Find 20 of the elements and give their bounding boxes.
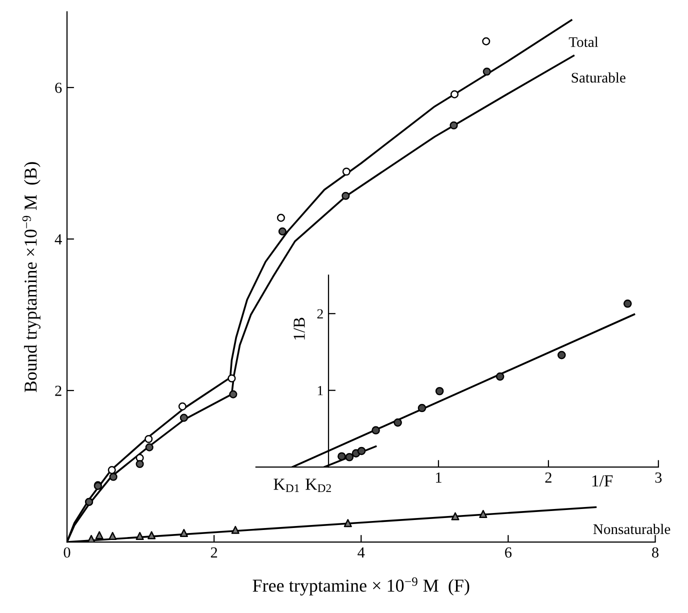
annotation: K$_{D2}$ (306, 478, 331, 492)
x-tick-label: 2 (210, 547, 218, 558)
x-tick-label: 2 (545, 472, 552, 483)
y-tick-label: 6 (55, 82, 62, 93)
x-tick-label: 0 (64, 547, 70, 558)
x-axis-title: Free tryptamine × 10$^{−9}$ M (F) (252, 577, 470, 596)
x-tick-label: 3 (655, 472, 662, 483)
annotation: K$_{D1}$ (274, 478, 299, 492)
y-axis-title: 1/B (294, 318, 305, 340)
series-label: Saturable (572, 72, 626, 83)
y-tick-label: 4 (54, 234, 62, 244)
x-tick-label: 1 (436, 472, 442, 483)
x-tick-label: 6 (505, 547, 512, 558)
x-tick-label: 8 (652, 547, 658, 558)
x-tick-label: 4 (358, 547, 365, 558)
y-axis-title: Bound tryptamine ×10$^{−9}$ M (B) (22, 162, 40, 392)
x-axis-title: 1/F (592, 475, 613, 487)
series-label: Total (568, 36, 598, 48)
y-tick-label: 2 (55, 386, 62, 396)
series-label: Nonsaturable (593, 524, 670, 534)
